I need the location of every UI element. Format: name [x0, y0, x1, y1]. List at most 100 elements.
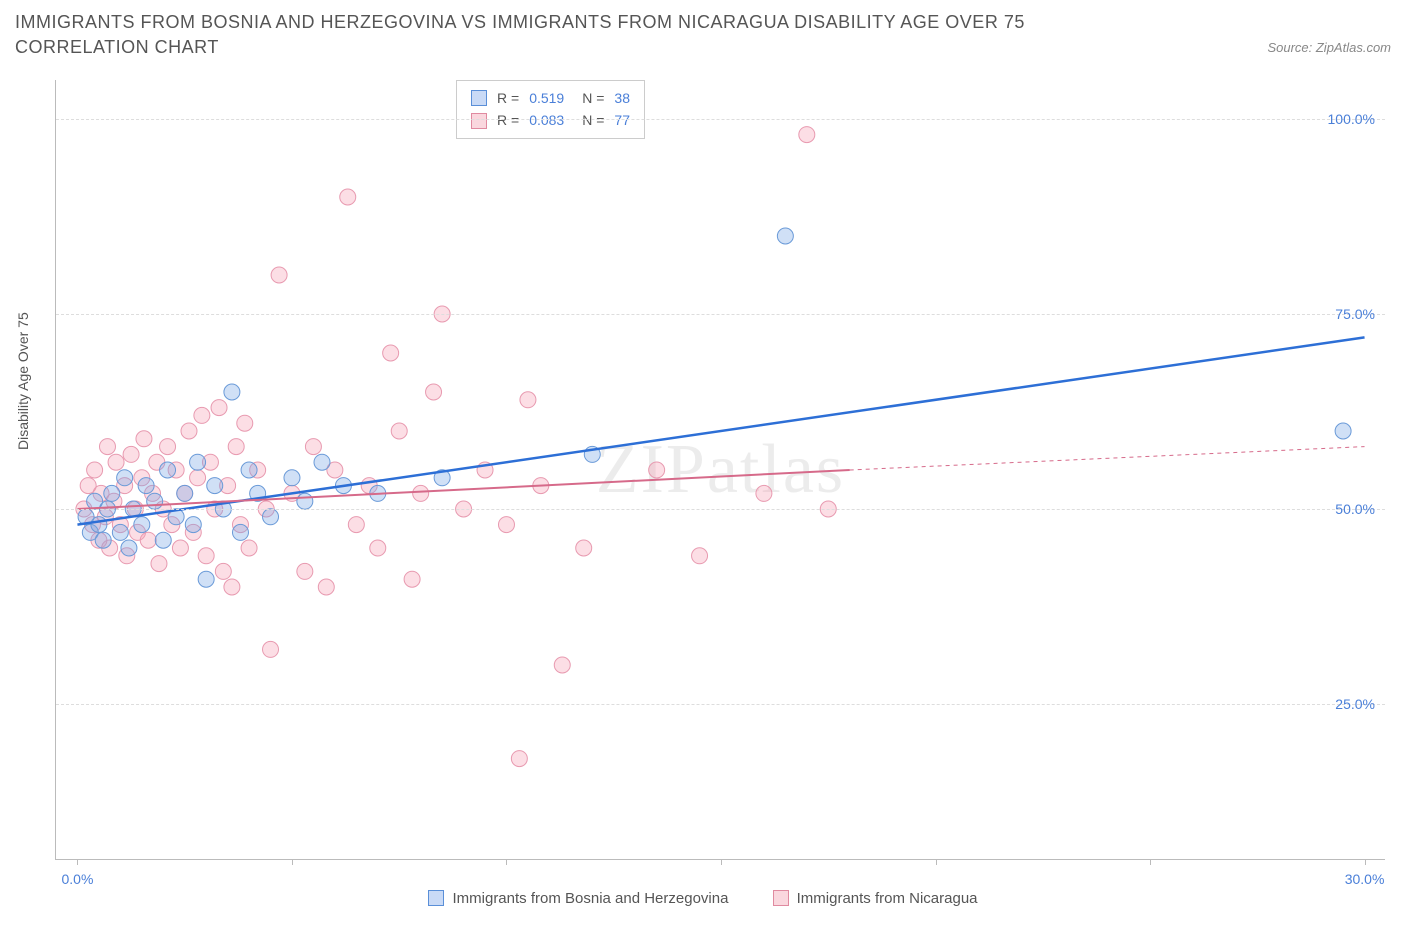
scatter-point-blue — [241, 462, 257, 478]
legend-item-blue: Immigrants from Bosnia and Herzegovina — [428, 890, 728, 907]
scatter-point-blue — [95, 532, 111, 548]
scatter-point-pink — [370, 540, 386, 556]
swatch-pink-icon — [773, 890, 789, 906]
y-gridline — [56, 119, 1385, 120]
n-value-blue: 38 — [614, 87, 630, 109]
x-tick — [506, 859, 507, 865]
scatter-point-pink — [241, 540, 257, 556]
scatter-point-pink — [520, 392, 536, 408]
scatter-point-blue — [284, 470, 300, 486]
scatter-point-pink — [123, 446, 139, 462]
scatter-point-pink — [87, 462, 103, 478]
stats-legend-box: R = 0.519 N = 38 R = 0.083 N = 77 — [456, 80, 645, 139]
x-tick — [77, 859, 78, 865]
scatter-point-pink — [108, 454, 124, 470]
scatter-point-pink — [348, 517, 364, 533]
scatter-point-blue — [134, 517, 150, 533]
scatter-point-pink — [160, 439, 176, 455]
scatter-point-blue — [297, 493, 313, 509]
trend-line — [77, 337, 1364, 524]
scatter-point-pink — [215, 563, 231, 579]
legend-label-pink: Immigrants from Nicaragua — [797, 890, 978, 907]
scatter-point-blue — [263, 509, 279, 525]
bottom-legend: Immigrants from Bosnia and Herzegovina I… — [0, 890, 1406, 911]
r-value-blue: 0.519 — [529, 87, 564, 109]
scatter-point-pink — [498, 517, 514, 533]
legend-item-pink: Immigrants from Nicaragua — [773, 890, 978, 907]
scatter-point-blue — [160, 462, 176, 478]
x-tick — [1150, 859, 1151, 865]
scatter-point-blue — [91, 517, 107, 533]
x-tick — [721, 859, 722, 865]
stats-row-pink: R = 0.083 N = 77 — [471, 109, 630, 131]
scatter-point-blue — [155, 532, 171, 548]
scatter-point-pink — [140, 532, 156, 548]
scatter-point-pink — [181, 423, 197, 439]
x-tick-label: 0.0% — [61, 871, 93, 887]
scatter-point-blue — [207, 478, 223, 494]
scatter-point-pink — [413, 485, 429, 501]
swatch-pink-icon — [471, 113, 487, 129]
scatter-point-pink — [391, 423, 407, 439]
scatter-point-blue — [104, 485, 120, 501]
scatter-point-pink — [511, 751, 527, 767]
chart-plot-area: ZIPatlas R = 0.519 N = 38 R = 0.083 N = … — [55, 80, 1385, 860]
scatter-point-pink — [576, 540, 592, 556]
x-tick-label: 30.0% — [1345, 871, 1385, 887]
scatter-point-blue — [185, 517, 201, 533]
scatter-point-pink — [305, 439, 321, 455]
n-value-pink: 77 — [614, 109, 630, 131]
scatter-point-pink — [211, 400, 227, 416]
scatter-point-pink — [136, 431, 152, 447]
scatter-point-pink — [297, 563, 313, 579]
scatter-point-pink — [237, 415, 253, 431]
scatter-point-blue — [147, 493, 163, 509]
scatter-point-pink — [172, 540, 188, 556]
scatter-point-blue — [1335, 423, 1351, 439]
y-gridline — [56, 509, 1385, 510]
scatter-point-pink — [194, 407, 210, 423]
y-tick-label: 25.0% — [1335, 696, 1375, 712]
scatter-point-pink — [228, 439, 244, 455]
n-label: N = — [582, 109, 604, 131]
source-caption: Source: ZipAtlas.com — [1267, 40, 1391, 55]
chart-title: IMMIGRANTS FROM BOSNIA AND HERZEGOVINA V… — [15, 10, 1115, 60]
scatter-point-pink — [649, 462, 665, 478]
y-axis-label: Disability Age Over 75 — [15, 312, 31, 450]
scatter-point-blue — [117, 470, 133, 486]
y-gridline — [56, 314, 1385, 315]
y-tick-label: 100.0% — [1328, 111, 1375, 127]
swatch-blue-icon — [471, 90, 487, 106]
scatter-point-blue — [177, 485, 193, 501]
scatter-point-blue — [138, 478, 154, 494]
scatter-point-pink — [799, 127, 815, 143]
scatter-point-blue — [121, 540, 137, 556]
r-value-pink: 0.083 — [529, 109, 564, 131]
scatter-point-pink — [404, 571, 420, 587]
scatter-point-blue — [198, 571, 214, 587]
legend-label-blue: Immigrants from Bosnia and Herzegovina — [452, 890, 728, 907]
x-tick — [1365, 859, 1366, 865]
scatter-point-pink — [383, 345, 399, 361]
scatter-point-pink — [263, 641, 279, 657]
scatter-point-pink — [554, 657, 570, 673]
scatter-point-blue — [777, 228, 793, 244]
scatter-point-pink — [318, 579, 334, 595]
r-label: R = — [497, 87, 519, 109]
y-tick-label: 75.0% — [1335, 306, 1375, 322]
scatter-plot-svg — [56, 80, 1385, 859]
scatter-point-pink — [692, 548, 708, 564]
scatter-point-blue — [112, 524, 128, 540]
swatch-blue-icon — [428, 890, 444, 906]
y-gridline — [56, 704, 1385, 705]
r-label: R = — [497, 109, 519, 131]
scatter-point-blue — [190, 454, 206, 470]
scatter-point-pink — [151, 556, 167, 572]
n-label: N = — [582, 87, 604, 109]
stats-row-blue: R = 0.519 N = 38 — [471, 87, 630, 109]
scatter-point-blue — [232, 524, 248, 540]
x-tick — [936, 859, 937, 865]
scatter-point-pink — [190, 470, 206, 486]
scatter-point-blue — [224, 384, 240, 400]
scatter-point-pink — [224, 579, 240, 595]
